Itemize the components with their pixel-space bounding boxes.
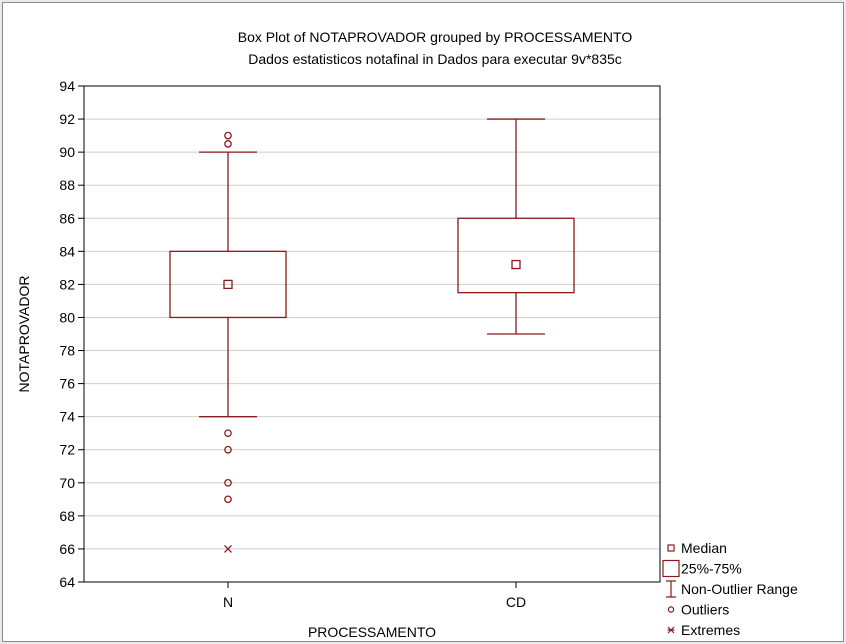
y-tick-label: 94 <box>59 78 75 94</box>
median-legend-icon <box>667 544 675 552</box>
iqr-box <box>457 217 575 294</box>
outlier-point <box>224 445 232 454</box>
box-group <box>169 131 287 553</box>
y-tick-label: 76 <box>59 376 75 392</box>
outlier-point <box>224 140 232 148</box>
y-tick-label: 86 <box>59 210 75 226</box>
legend-label: 25%-75% <box>681 561 742 577</box>
y-tick-label: 64 <box>59 574 75 590</box>
legend-item: Median <box>667 540 727 556</box>
legend-label: Outliers <box>681 602 729 618</box>
x-tick-label: CD <box>506 594 526 610</box>
y-tick-label: 82 <box>59 276 75 292</box>
legend-label: Median <box>681 540 727 556</box>
outlier-point <box>224 495 232 504</box>
outlier-point <box>224 131 232 140</box>
box-plot-chart: Box Plot of NOTAPROVADOR grouped by PROC… <box>16 29 798 640</box>
box-legend-icon <box>662 559 680 578</box>
y-tick-label: 78 <box>59 343 75 359</box>
outlier-point <box>224 429 232 438</box>
plot-frame <box>83 85 661 583</box>
range-legend-icon <box>666 580 676 598</box>
extreme-point <box>224 544 232 553</box>
y-tick-label: 66 <box>59 541 75 557</box>
extreme-legend-icon <box>667 626 675 634</box>
y-tick-label: 84 <box>59 243 75 259</box>
legend-item: Extremes <box>667 622 740 638</box>
legend-item: Non-Outlier Range <box>666 580 798 598</box>
y-tick-label: 70 <box>59 475 75 491</box>
legend-item: Outliers <box>667 602 729 618</box>
chart-subtitle: Dados estatisticos notafinal in Dados pa… <box>248 51 622 67</box>
y-axis-label: NOTAPROVADOR <box>16 276 32 393</box>
median-marker <box>511 259 521 270</box>
x-tick-label: N <box>223 594 233 610</box>
outlier-legend-icon <box>667 606 675 613</box>
y-tick-label: 80 <box>59 309 75 325</box>
chart-title: Box Plot of NOTAPROVADOR grouped by PROC… <box>238 29 633 45</box>
legend-label: Non-Outlier Range <box>681 581 798 597</box>
median-marker <box>223 279 233 290</box>
x-axis-label: PROCESSAMENTO <box>308 624 436 640</box>
legend-label: Extremes <box>681 622 740 638</box>
legend-item: 25%-75% <box>662 559 742 578</box>
iqr-box <box>169 250 287 319</box>
y-tick-label: 90 <box>59 144 75 160</box>
y-tick-label: 68 <box>59 508 75 524</box>
outlier-point <box>224 478 232 487</box>
y-tick-label: 92 <box>59 111 75 127</box>
y-tick-label: 72 <box>59 442 75 458</box>
y-tick-label: 88 <box>59 177 75 193</box>
box-group <box>457 118 575 335</box>
y-tick-label: 74 <box>59 409 75 425</box>
